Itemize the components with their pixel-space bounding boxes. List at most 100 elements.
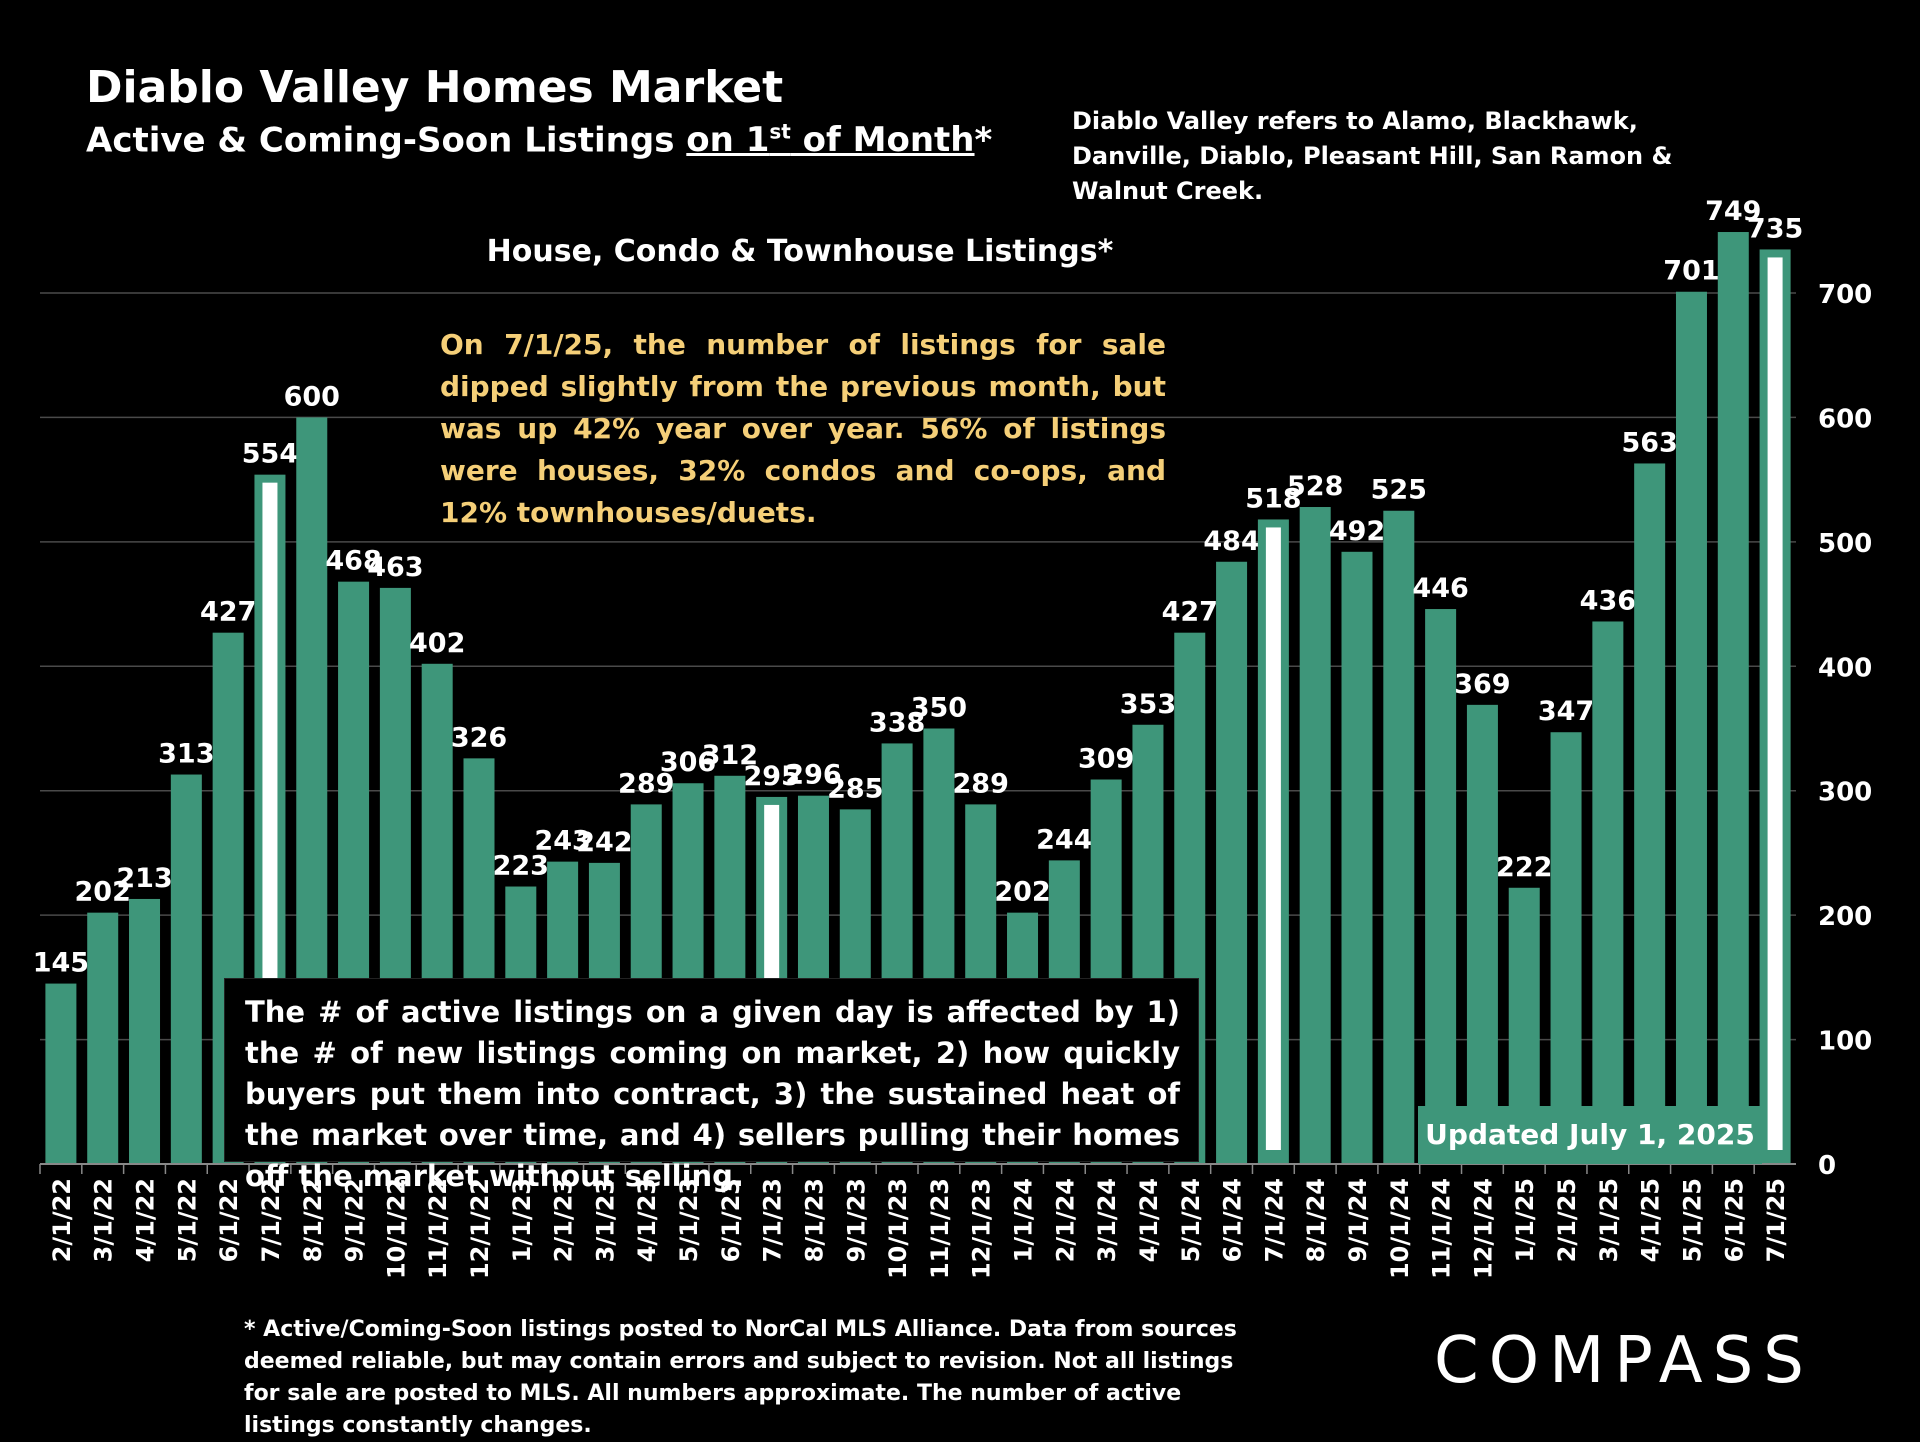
data-label: 484 xyxy=(1203,526,1259,557)
y-tick-label: 200 xyxy=(1818,902,1872,932)
x-tick-label: 9/1/22 xyxy=(341,1178,369,1262)
x-tick-label: 12/1/24 xyxy=(1469,1178,1497,1279)
x-tick-label: 3/1/25 xyxy=(1595,1178,1623,1262)
data-label: 600 xyxy=(284,381,340,412)
data-label: 313 xyxy=(158,739,214,770)
x-tick-label: 5/1/23 xyxy=(675,1178,703,1262)
y-tick-label: 600 xyxy=(1818,404,1872,434)
data-label: 563 xyxy=(1621,427,1677,458)
data-label: 347 xyxy=(1538,696,1594,727)
x-tick-label: 5/1/22 xyxy=(173,1178,201,1262)
data-label: 296 xyxy=(785,760,841,791)
x-tick-label: 2/1/23 xyxy=(550,1178,578,1262)
bar xyxy=(45,983,77,1164)
subtitle-underlined: on 1st of Month xyxy=(686,120,974,160)
x-tick-label: 8/1/22 xyxy=(299,1178,327,1262)
x-tick-label: 3/1/23 xyxy=(591,1178,619,1262)
data-label: 289 xyxy=(618,768,674,799)
y-tick-label: 500 xyxy=(1818,529,1872,559)
bar xyxy=(1216,561,1248,1164)
summary-callout: On 7/1/25, the number of listings for sa… xyxy=(440,328,1166,529)
page-subtitle: Active & Coming-Soon Listings on 1st of … xyxy=(86,120,992,160)
x-tick-label: 3/1/22 xyxy=(90,1178,118,1262)
bar xyxy=(1466,704,1498,1164)
bar xyxy=(1717,232,1749,1165)
data-label: 202 xyxy=(994,877,1050,908)
y-tick-label: 100 xyxy=(1818,1027,1872,1057)
data-label: 518 xyxy=(1245,483,1301,514)
data-label: 525 xyxy=(1371,475,1427,506)
x-tick-label: 4/1/24 xyxy=(1135,1178,1163,1262)
x-tick-label: 12/1/23 xyxy=(968,1178,996,1279)
data-label: 554 xyxy=(242,439,298,470)
bar xyxy=(87,912,119,1164)
x-tick-label: 9/1/24 xyxy=(1344,1178,1372,1262)
x-tick-label: 2/1/22 xyxy=(48,1178,76,1262)
bar xyxy=(1341,551,1373,1164)
bar xyxy=(1425,609,1457,1164)
chart-title: House, Condo & Townhouse Listings* xyxy=(486,234,1114,269)
data-label: 213 xyxy=(116,863,172,894)
subtitle-on-first: on 1 xyxy=(686,120,770,161)
x-tick-label: 10/1/24 xyxy=(1386,1178,1414,1279)
highlight-marker xyxy=(1767,257,1783,1150)
data-label: 492 xyxy=(1329,516,1385,547)
bar xyxy=(1550,732,1582,1164)
data-label: 350 xyxy=(911,692,967,723)
data-label: 427 xyxy=(200,597,256,628)
data-label: 289 xyxy=(953,768,1009,799)
subtitle-asterisk: * xyxy=(974,120,993,161)
bar xyxy=(1634,463,1666,1164)
compass-logo: COMPASS xyxy=(1434,1324,1814,1398)
data-label: 701 xyxy=(1663,256,1719,287)
x-tick-label: 5/1/25 xyxy=(1678,1178,1706,1262)
data-label: 353 xyxy=(1120,689,1176,720)
highlight-marker xyxy=(1265,527,1281,1150)
x-tick-label: 4/1/23 xyxy=(633,1178,661,1262)
x-tick-label: 9/1/23 xyxy=(842,1178,870,1262)
data-label: 468 xyxy=(325,546,381,577)
x-tick-label: 10/1/23 xyxy=(884,1178,912,1279)
x-tick-label: 3/1/24 xyxy=(1093,1178,1121,1262)
x-tick-label: 8/1/23 xyxy=(800,1178,828,1262)
subtitle-superscript: st xyxy=(769,120,791,144)
x-tick-label: 8/1/24 xyxy=(1302,1178,1330,1262)
data-label: 735 xyxy=(1747,213,1803,244)
data-label: 306 xyxy=(660,747,716,778)
x-tick-label: 1/1/23 xyxy=(508,1178,536,1262)
data-label: 145 xyxy=(33,948,89,979)
data-label: 326 xyxy=(451,722,507,753)
bar xyxy=(1592,621,1624,1164)
x-tick-label: 7/1/25 xyxy=(1762,1178,1790,1262)
x-tick-label: 11/1/23 xyxy=(926,1178,954,1279)
y-tick-label: 400 xyxy=(1818,653,1872,683)
data-label: 402 xyxy=(409,628,465,659)
x-tick-label: 4/1/25 xyxy=(1637,1178,1665,1262)
bar xyxy=(1299,507,1331,1164)
x-tick-label: 6/1/22 xyxy=(215,1178,243,1262)
updated-badge: Updated July 1, 2025 xyxy=(1418,1106,1762,1164)
data-label: 242 xyxy=(576,827,632,858)
x-tick-label: 6/1/25 xyxy=(1720,1178,1748,1262)
data-label: 295 xyxy=(743,761,799,792)
data-label: 223 xyxy=(493,851,549,882)
x-tick-label: 5/1/24 xyxy=(1177,1178,1205,1262)
x-tick-label: 11/1/24 xyxy=(1428,1178,1456,1279)
data-label: 312 xyxy=(702,740,758,771)
data-label: 446 xyxy=(1412,573,1468,604)
explainer-box: The # of active listings on a given day … xyxy=(224,978,1199,1193)
footnote: * Active/Coming-Soon listings posted to … xyxy=(244,1317,1237,1438)
data-label: 749 xyxy=(1705,196,1761,227)
bar xyxy=(1675,291,1707,1164)
x-tick-label: 7/1/24 xyxy=(1260,1178,1288,1262)
bar xyxy=(129,898,161,1164)
data-label: 222 xyxy=(1496,852,1552,883)
data-label: 244 xyxy=(1036,824,1092,855)
data-label: 309 xyxy=(1078,744,1134,775)
y-tick-label: 0 xyxy=(1818,1151,1836,1181)
subtitle-of-month: of Month xyxy=(790,120,975,161)
data-label: 369 xyxy=(1454,669,1510,700)
region-note: Diablo Valley refers to Alamo, Blackhawk… xyxy=(1072,107,1673,205)
x-tick-label: 1/1/24 xyxy=(1010,1178,1038,1262)
x-tick-label: 12/1/22 xyxy=(466,1178,494,1279)
